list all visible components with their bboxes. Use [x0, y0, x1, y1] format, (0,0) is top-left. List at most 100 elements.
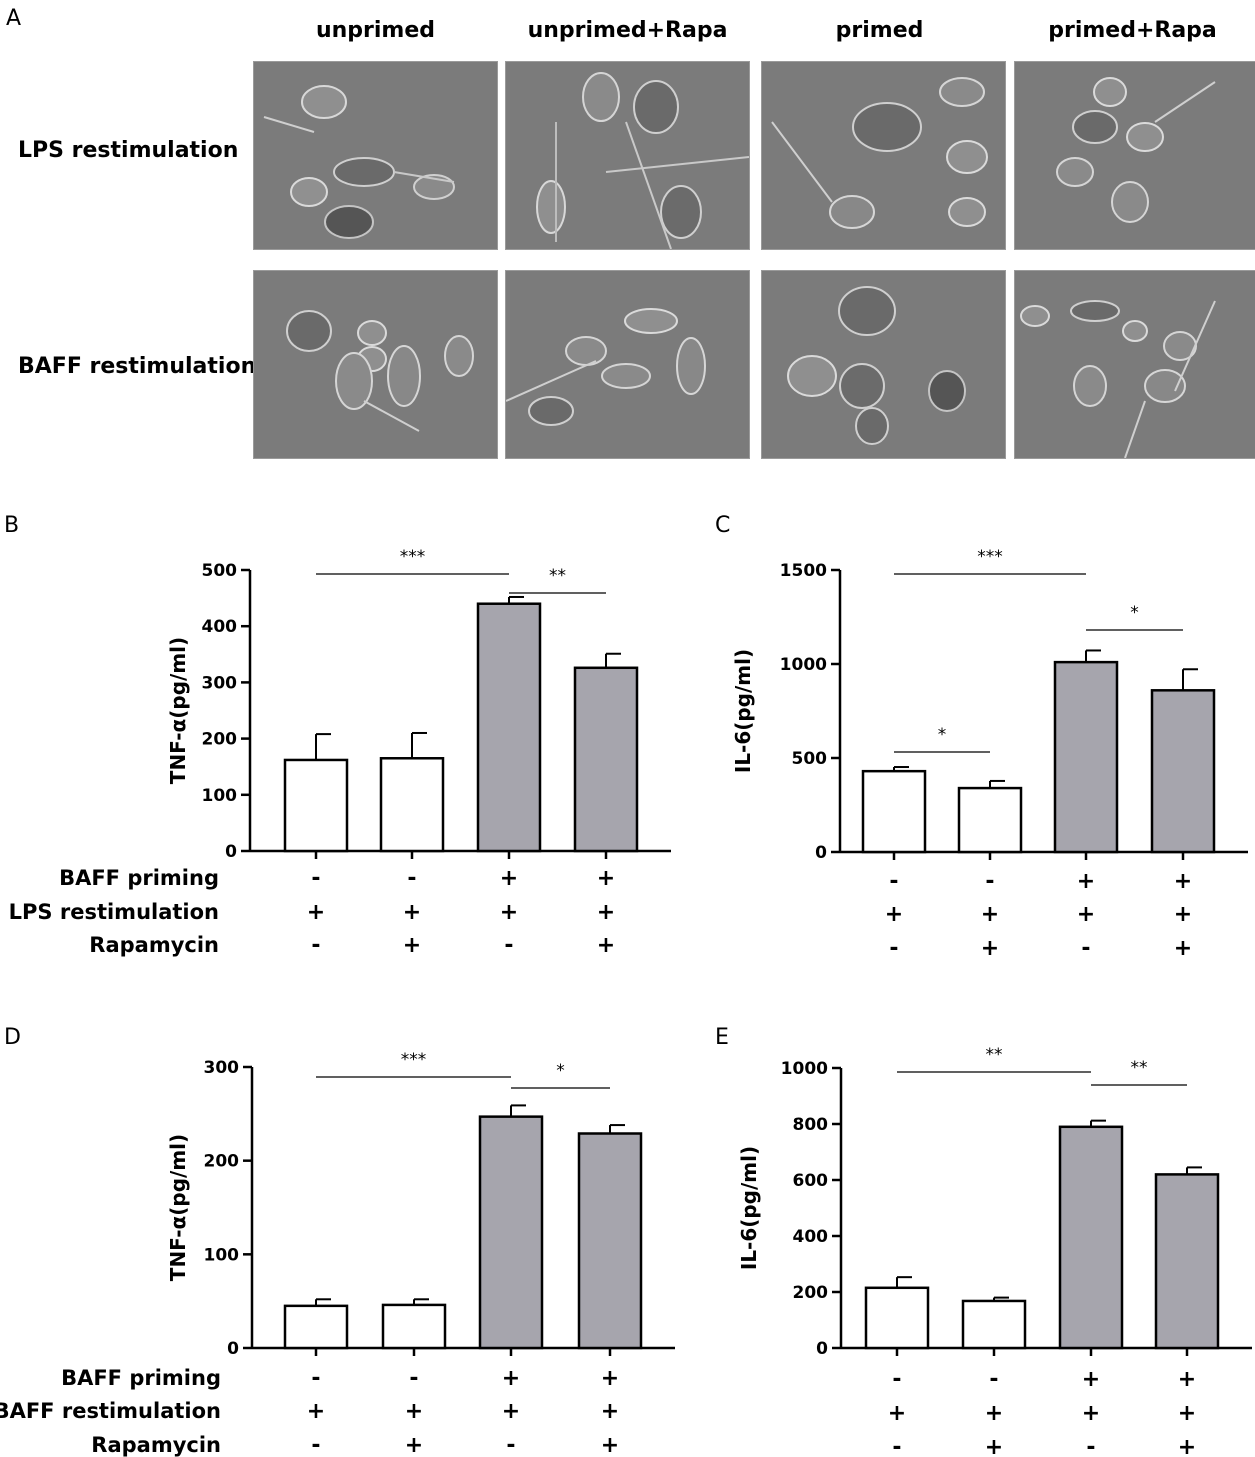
chart-d-significance-label: *	[556, 1061, 565, 1081]
chart-d-bar	[577, 1132, 643, 1350]
chart-d-condition-label: Rapamycin	[91, 1433, 221, 1457]
column-header-unprimed: unprimed	[315, 18, 436, 43]
chart-d-condition-sign: +	[307, 1399, 325, 1424]
chart-c-bar	[1150, 689, 1216, 854]
chart-b-significance-label: **	[549, 566, 566, 586]
chart-c-condition-sign: +	[981, 902, 999, 927]
chart-c-bar	[1053, 660, 1119, 854]
micrograph-baff-primed-rapa	[1014, 270, 1255, 459]
chart-e-condition-sign: +	[1082, 1367, 1100, 1392]
chart-c-condition-sign: -	[889, 936, 898, 961]
micrograph-baff-unprimed-rapa	[505, 270, 750, 459]
chart-e-y-tick-label: 1000	[781, 1059, 828, 1079]
chart-e-condition-sign: +	[985, 1401, 1003, 1426]
chart-c-condition-sign: +	[885, 902, 903, 927]
chart-b-y-tick-label: 100	[202, 786, 238, 806]
chart-c-significance-label: ***	[977, 547, 1003, 567]
chart-d-significance-label: ***	[401, 1050, 427, 1070]
chart-d-condition-sign: -	[311, 1366, 320, 1391]
column-header-primed-rapa: primed+Rapa	[1048, 18, 1217, 43]
chart-c-y-tick-label: 500	[792, 749, 828, 769]
chart-b-bar	[476, 602, 542, 853]
chart-e-condition-sign: +	[888, 1401, 906, 1426]
chart-d-condition-sign: -	[311, 1433, 320, 1457]
chart-b-bar	[379, 757, 445, 853]
chart-b-condition-sign: +	[403, 900, 421, 925]
chart-d-condition-sign: +	[601, 1399, 619, 1424]
chart-b-condition-sign: +	[403, 933, 421, 958]
chart-c-condition-sign: +	[1174, 902, 1192, 927]
column-header-unprimed-rapa: unprimed+Rapa	[527, 18, 728, 43]
chart-d-condition-label: BAFF restimulation	[0, 1399, 221, 1423]
chart-d-y-tick-label: 0	[227, 1339, 239, 1359]
chart-b-condition-sign: +	[500, 866, 518, 891]
panel-a-letter: A	[6, 6, 22, 31]
micrograph-lps-primed	[761, 61, 1006, 250]
chart-d-condition-sign: +	[502, 1399, 520, 1424]
chart-b-y-tick-label: 500	[202, 561, 238, 581]
chart-d-condition-sign: +	[405, 1399, 423, 1424]
row-header-baff: BAFF restimulation	[18, 354, 257, 379]
chart-e-significance-label: **	[1131, 1058, 1148, 1078]
chart-e-y-tick-label: 0	[816, 1339, 828, 1359]
chart-c-condition-sign: -	[1081, 936, 1090, 961]
chart-b-condition-sign: +	[597, 933, 615, 958]
chart-d-condition-sign: -	[506, 1433, 515, 1457]
chart-b-y-tick-label: 0	[225, 842, 237, 862]
chart-c-bar	[861, 769, 927, 854]
chart-d-y-tick-label: 300	[204, 1058, 240, 1078]
chart-d-condition-sign: +	[601, 1366, 619, 1391]
panel-d-letter: D	[4, 1025, 21, 1050]
chart-e-condition-sign: -	[989, 1367, 998, 1392]
chart-b-condition-label: Rapamycin	[89, 933, 219, 957]
chart-e-condition-sign: -	[892, 1435, 901, 1457]
chart-c-y-tick-label: 0	[815, 843, 827, 863]
chart-b-y-tick-label: 300	[202, 673, 238, 693]
micrograph-lps-primed-rapa	[1014, 61, 1255, 250]
chart-b-condition-sign: -	[311, 866, 320, 891]
chart-b-condition-label: BAFF priming	[59, 866, 219, 890]
chart-b-condition-sign: -	[504, 933, 513, 958]
chart-c-significance-label: *	[1130, 603, 1139, 623]
chart-e-bar	[864, 1286, 930, 1350]
chart-e-bar	[1058, 1125, 1124, 1350]
row-header-lps: LPS restimulation	[18, 138, 239, 163]
chart-c-condition-sign: +	[1174, 869, 1192, 894]
chart-e-bar	[961, 1299, 1027, 1350]
chart-e-y-tick-label: 400	[793, 1227, 829, 1247]
chart-b-condition-label: LPS restimulation	[9, 900, 219, 924]
chart-b-condition-sign: +	[597, 866, 615, 891]
chart-e-condition-sign: +	[985, 1435, 1003, 1457]
chart-d-condition-sign: +	[601, 1433, 619, 1457]
chart-e-condition-sign: +	[1178, 1435, 1196, 1457]
chart-d-y-axis-title: TNF-α(pg/ml)	[166, 1134, 190, 1281]
chart-c-bar	[957, 786, 1023, 854]
chart-d-bar	[283, 1304, 349, 1350]
chart-e-significance-label: **	[986, 1045, 1003, 1065]
chart-c-condition-sign: -	[985, 869, 994, 894]
chart-d-condition-label: BAFF priming	[61, 1366, 221, 1390]
chart-e-condition-sign: +	[1082, 1401, 1100, 1426]
micrograph-lps-unprimed	[253, 61, 498, 250]
chart-e-y-axis-title: IL-6(pg/ml)	[737, 1146, 761, 1270]
chart-d-y-tick-label: 100	[204, 1245, 240, 1265]
panel-e-letter: E	[715, 1025, 729, 1050]
chart-c-condition-sign: +	[1077, 902, 1095, 927]
chart-e-condition-sign: +	[1178, 1367, 1196, 1392]
panel-b-letter: B	[4, 513, 20, 538]
chart-e-bar	[1154, 1173, 1220, 1350]
panel-c-letter: C	[715, 513, 731, 538]
chart-b-y-axis-title: TNF-α(pg/ml)	[166, 637, 190, 784]
chart-b-bar	[283, 758, 349, 853]
chart-c-significance-label: *	[938, 725, 947, 745]
chart-c-condition-sign: +	[981, 936, 999, 961]
micrograph-baff-primed	[761, 270, 1006, 459]
chart-d-condition-sign: +	[405, 1433, 423, 1457]
chart-c-condition-sign: +	[1077, 869, 1095, 894]
chart-c-y-tick-label: 1000	[780, 655, 827, 675]
chart-d-bar	[381, 1303, 447, 1350]
micrograph-baff-unprimed	[253, 270, 498, 459]
chart-e-y-tick-label: 200	[793, 1283, 829, 1303]
chart-e-y-tick-label: 600	[793, 1171, 829, 1191]
